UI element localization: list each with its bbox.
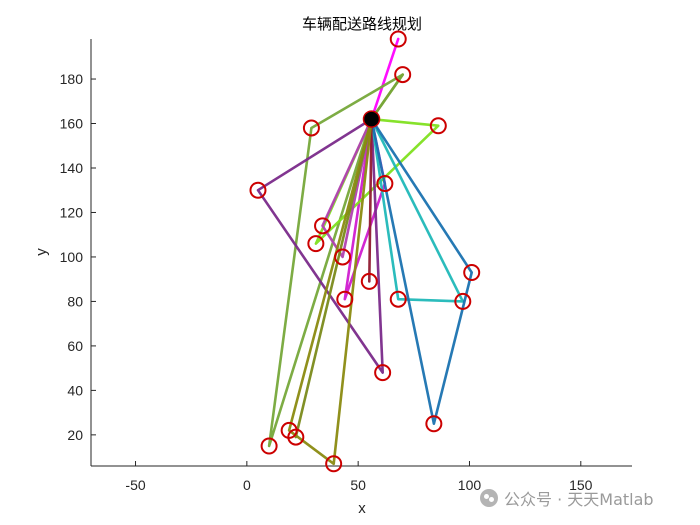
- route-line: [287, 117, 373, 466]
- watermark-text: 公众号 · 天天Matlab: [504, 490, 654, 509]
- customer-marker: [389, 290, 407, 308]
- y-tick-label: 40: [67, 382, 83, 398]
- customer-marker: [374, 364, 392, 382]
- customer-marker: [336, 290, 354, 308]
- customer-marker: [334, 248, 352, 266]
- customer-marker: [376, 175, 394, 193]
- route-line: [256, 117, 385, 374]
- y-tick-label: 80: [67, 293, 83, 309]
- y-tick-label: 180: [60, 71, 84, 87]
- route-line: [370, 117, 474, 426]
- x-tick-label: 50: [350, 477, 366, 493]
- depot-marker: [362, 110, 381, 128]
- customer-marker: [360, 272, 378, 290]
- y-tick-label: 140: [60, 160, 84, 176]
- customer-marker: [463, 264, 481, 282]
- customer-marker: [260, 437, 278, 455]
- customer-marker: [314, 217, 332, 235]
- y-tick-label: 160: [60, 116, 84, 132]
- customer-marker: [302, 119, 320, 137]
- y-tick-label: 60: [67, 338, 83, 354]
- route-line: [367, 117, 373, 283]
- routes: [256, 37, 474, 466]
- x-tick-label: 100: [458, 477, 482, 493]
- route-line: [321, 117, 373, 259]
- x-tick-label: 150: [569, 477, 593, 493]
- axes: -50 0 50 100 150 20 40 60 80 100 120 140 160 180: [60, 39, 632, 493]
- customer-marker: [307, 235, 325, 253]
- route-line: [370, 37, 400, 121]
- customer-marker: [389, 30, 407, 48]
- customer-marker: [429, 117, 447, 135]
- customer-marker: [394, 66, 412, 84]
- customer-marker: [454, 292, 472, 310]
- route-line: [370, 117, 465, 303]
- customer-marker: [249, 181, 267, 199]
- route-line: [294, 117, 373, 439]
- x-tick-label: -50: [125, 477, 145, 493]
- y-axis-label: y: [33, 248, 50, 256]
- depot: [362, 110, 381, 128]
- customer-marker: [287, 428, 305, 446]
- y-tick-label: 100: [60, 249, 84, 265]
- route-line: [267, 73, 405, 448]
- wechat-icon: [480, 489, 498, 507]
- y-tick-label: 20: [67, 427, 83, 443]
- customer-markers: [249, 30, 481, 473]
- customer-marker: [325, 455, 343, 473]
- x-axis-label: x: [358, 500, 366, 517]
- x-tick-label: 0: [243, 477, 251, 493]
- chart-title: 车辆配送路线规划: [302, 15, 422, 33]
- customer-marker: [425, 415, 443, 433]
- watermark: 公众号 · 天天Matlab: [480, 486, 654, 510]
- y-tick-label: 120: [60, 204, 84, 220]
